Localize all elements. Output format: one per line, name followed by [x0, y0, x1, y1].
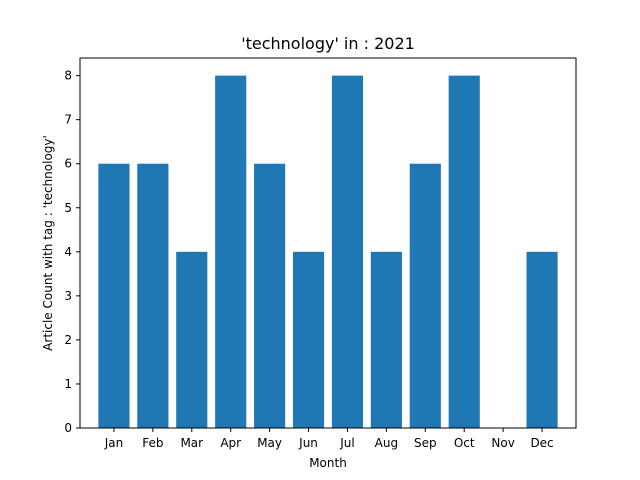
- x-tick-label-jan: Jan: [104, 436, 124, 450]
- bar-jan: [98, 163, 130, 428]
- y-tick-label: 2: [64, 333, 72, 347]
- bar-aug: [370, 251, 402, 428]
- bar-feb: [137, 163, 169, 428]
- x-axis-label: Month: [309, 456, 347, 470]
- x-tick-label-jul: Jul: [339, 436, 354, 450]
- bar-jul: [331, 75, 364, 428]
- x-axis-ticks: Jan Feb Mar Apr May Jun Jul Aug Sep Oct Nov Dec: [104, 428, 554, 450]
- x-tick-label-nov: Nov: [491, 436, 514, 450]
- y-tick-label: 6: [64, 157, 72, 171]
- x-tick-label-oct: Oct: [454, 436, 475, 450]
- y-tick-label: 7: [64, 113, 72, 127]
- bar-may: [254, 163, 286, 428]
- y-axis-ticks: 0 1 2 3 4 5 6 7 8: [64, 69, 80, 435]
- y-tick-label: 1: [64, 377, 72, 391]
- x-tick-label-sep: Sep: [414, 436, 437, 450]
- x-tick-label-jun: Jun: [298, 436, 318, 450]
- y-tick-label: 3: [64, 289, 72, 303]
- y-tick-label: 4: [64, 245, 72, 259]
- y-tick-label: 0: [64, 421, 72, 435]
- chart-title: 'technology' in : 2021: [241, 34, 415, 53]
- bar-mar: [176, 251, 208, 428]
- y-axis-label: Article Count with tag : 'technology': [41, 135, 55, 351]
- bar-dec: [526, 251, 558, 428]
- x-tick-label-may: May: [257, 436, 282, 450]
- bar-sep: [409, 163, 441, 428]
- bar-apr: [215, 75, 247, 428]
- bar-oct: [448, 75, 480, 428]
- y-tick-label: 8: [64, 69, 72, 83]
- x-tick-label-feb: Feb: [142, 436, 163, 450]
- x-tick-label-dec: Dec: [530, 436, 553, 450]
- y-tick-label: 5: [64, 201, 72, 215]
- bars-group: [98, 75, 558, 428]
- plot-frame: [79, 57, 577, 429]
- bar-jun: [292, 251, 325, 428]
- x-tick-label-aug: Aug: [375, 436, 398, 450]
- x-tick-label-mar: Mar: [180, 436, 203, 450]
- x-tick-label-apr: Apr: [220, 436, 241, 450]
